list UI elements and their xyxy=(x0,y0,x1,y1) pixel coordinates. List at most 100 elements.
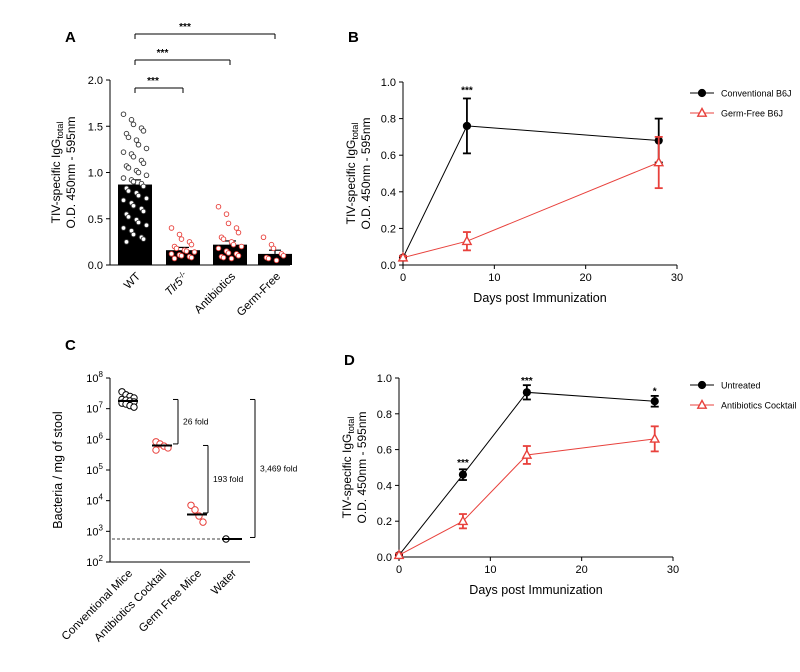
data-point xyxy=(265,255,272,262)
x-tick-label: 30 xyxy=(667,564,679,576)
legend-marker xyxy=(697,380,707,390)
significance-label: *** xyxy=(179,22,191,33)
legend-label: Conventional B6J xyxy=(721,89,792,99)
category-label: WT xyxy=(122,271,143,292)
y-tick-label: 0.4 xyxy=(377,480,392,492)
panel-letter-a: A xyxy=(65,29,76,46)
data-point xyxy=(215,245,222,252)
legend-marker xyxy=(696,399,708,409)
legend-label: Untreated xyxy=(721,381,761,391)
data-point xyxy=(120,111,127,117)
data-point xyxy=(125,165,132,171)
y-tick-label: 1.0 xyxy=(88,168,103,180)
data-point xyxy=(135,219,142,226)
significance-label: * xyxy=(653,387,657,398)
fold-label: 193 fold xyxy=(213,474,244,484)
category-label: Tlr5-/- xyxy=(162,269,191,298)
data-point xyxy=(143,172,150,179)
y-tick-label: 2.0 xyxy=(88,75,103,87)
panel-letter-c: C xyxy=(65,337,76,354)
x-tick-label: 20 xyxy=(580,272,592,284)
data-marker xyxy=(521,449,533,459)
y-tick-label: 0.6 xyxy=(381,150,396,162)
y-tick-label: 105 xyxy=(86,462,103,477)
y-tick-label: 0.5 xyxy=(88,214,103,226)
data-point xyxy=(270,245,277,252)
data-point xyxy=(173,245,180,252)
data-point xyxy=(130,231,137,238)
category-label: Water xyxy=(209,568,239,598)
data-marker xyxy=(653,156,665,167)
y-axis-label: TIV-specific IgGtotal xyxy=(344,123,360,225)
y-tick-label: 0.8 xyxy=(381,114,396,126)
x-tick-label: 0 xyxy=(400,272,406,284)
data-point xyxy=(178,252,185,259)
data-point xyxy=(125,214,132,220)
data-point xyxy=(230,241,237,248)
data-point xyxy=(130,403,138,411)
data-point xyxy=(215,203,222,210)
data-point xyxy=(140,236,147,242)
y-axis-label: TIV-specific IgGtotal xyxy=(49,122,65,224)
data-point xyxy=(225,220,232,227)
y-tick-label: 0.0 xyxy=(381,260,396,272)
y-tick-label: 0.0 xyxy=(88,260,103,272)
x-tick-label: 10 xyxy=(484,564,496,576)
data-point xyxy=(143,195,150,202)
data-point xyxy=(176,231,183,238)
data-point xyxy=(128,117,135,123)
data-point xyxy=(220,236,227,242)
data-marker xyxy=(457,515,469,526)
data-point xyxy=(191,249,198,255)
y-tick-label: 107 xyxy=(86,401,103,416)
x-tick-label: 30 xyxy=(671,272,683,284)
y-tick-label: 0.2 xyxy=(381,223,396,235)
panel-letter: D xyxy=(344,352,355,369)
y-axis-label-line2: O.D. 450nm - 595nm xyxy=(64,116,78,228)
data-point xyxy=(130,178,137,185)
data-point xyxy=(273,257,280,264)
data-point xyxy=(125,134,132,141)
data-marker xyxy=(462,121,472,131)
data-point xyxy=(130,121,137,128)
y-tick-label: 106 xyxy=(86,431,103,446)
data-point xyxy=(120,149,127,155)
data-marker xyxy=(522,388,531,397)
data-point xyxy=(183,248,190,254)
category-label: Antibiotics xyxy=(193,270,239,316)
data-point xyxy=(130,203,137,209)
y-tick-label: 0.0 xyxy=(377,552,392,564)
y-tick-label: 0.6 xyxy=(377,445,392,457)
data-point xyxy=(135,141,142,148)
fold-label: 3,469 fold xyxy=(260,463,298,473)
data-point xyxy=(191,506,199,514)
y-tick-label: 104 xyxy=(86,493,103,508)
panel-d: D 0.0 0.2 0.4 0.6 0.8 1.0 0 10 20 30 Days post Immu… xyxy=(340,352,797,597)
y-tick-label: 0.8 xyxy=(377,409,392,421)
data-point xyxy=(143,222,150,228)
data-point xyxy=(171,255,178,262)
significance-label: *** xyxy=(521,376,533,387)
y-axis-label: Bacteria / mg of stool xyxy=(51,411,65,528)
y-axis-label-line2: O.D. 450nm - 595nm xyxy=(355,411,369,523)
x-tick-label: 20 xyxy=(576,564,588,576)
data-point xyxy=(187,501,195,509)
data-point xyxy=(233,225,240,231)
data-point xyxy=(140,183,147,190)
legend-label: Germ-Free B6J xyxy=(721,109,783,119)
panel-letter: B xyxy=(348,29,359,46)
data-point xyxy=(133,137,140,143)
data-point xyxy=(223,211,230,217)
series-line xyxy=(398,438,655,556)
data-point xyxy=(188,254,195,261)
panel-b: B 0.0 0.2 0.4 0.6 0.8 1.0 0 10 20 30 Days post Immu… xyxy=(344,29,792,305)
y-axis-label: TIV-specific IgGtotal xyxy=(340,417,356,519)
data-marker xyxy=(461,235,473,246)
data-point xyxy=(228,255,235,262)
data-point xyxy=(140,208,147,215)
data-point xyxy=(152,446,160,454)
y-axis-label-line2: O.D. 450nm - 595nm xyxy=(359,117,373,229)
y-tick-label: 1.0 xyxy=(381,77,396,89)
data-point xyxy=(225,250,232,256)
